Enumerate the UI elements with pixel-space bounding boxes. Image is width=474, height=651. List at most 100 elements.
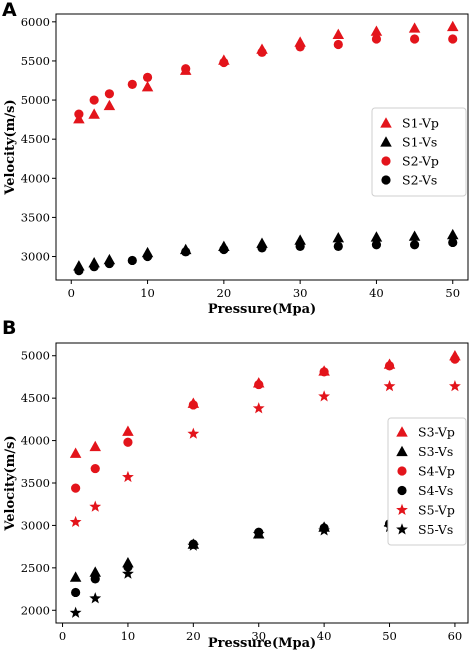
data-point — [89, 566, 101, 577]
data-point — [181, 64, 191, 74]
data-point — [104, 258, 115, 269]
legend-marker-s3-vp — [396, 426, 408, 437]
y-tick-label: 3500 — [21, 476, 50, 490]
data-point — [122, 470, 134, 483]
legend-marker-s4-vp — [397, 466, 407, 476]
data-point — [446, 20, 459, 32]
x-axis-label-b: Pressure(Mpa) — [208, 636, 316, 651]
data-point — [448, 237, 458, 248]
legend-a: S1-Vp S1-Vs S2-Vp S2-Vs — [371, 107, 467, 197]
data-point — [254, 379, 264, 390]
data-point — [89, 500, 102, 512]
legend-box — [371, 107, 467, 197]
legend-label: S3-Vp — [418, 425, 455, 440]
data-point — [69, 515, 82, 528]
legend-marker-s1-vs — [380, 136, 392, 147]
x-tick-label: 60 — [448, 629, 463, 643]
data-point — [252, 527, 265, 539]
data-point — [318, 390, 331, 402]
axis-ticks-a: 0 10 20 30 40 50 3000 3500 4000 4500 5000 5500 6000 — [21, 15, 460, 300]
legend-marker-s2-vs — [381, 175, 391, 185]
data-point — [319, 367, 329, 377]
data-point — [104, 89, 115, 99]
data-point — [69, 571, 82, 582]
data-point — [450, 354, 460, 364]
legend-marker-s5-vs — [396, 523, 408, 535]
data-point — [409, 240, 420, 250]
y-tick-label: 4000 — [21, 171, 50, 185]
data-point — [257, 47, 267, 57]
panel-a: A 0 10 20 30 40 50 3000 3500 4000 4500 5000 5500 600… — [2, 0, 469, 317]
data-point — [295, 42, 305, 52]
y-tick-label: 3000 — [21, 518, 50, 532]
data-point — [219, 57, 229, 68]
data-point — [333, 241, 343, 251]
legend-marker-s4-vs — [397, 485, 407, 496]
axis-ticks-b: 0 10 20 30 40 50 60 2000 2500 3000 3500 4000 4500 500… — [21, 349, 463, 643]
panel-b: B 0 10 20 30 40 50 60 2000 2500 3000 3500 4000 4500 5… — [2, 317, 469, 651]
series-s2-vp — [74, 34, 458, 119]
data-point — [89, 262, 99, 272]
x-tick-label: 0 — [68, 286, 75, 300]
y-tick-label: 5000 — [21, 93, 50, 107]
y-tick-label: 4500 — [21, 132, 50, 146]
legend-label: S1-Vs — [402, 135, 437, 150]
data-point — [252, 402, 265, 414]
data-point — [409, 34, 420, 44]
data-point — [88, 108, 100, 119]
data-point — [371, 240, 382, 250]
data-point — [89, 95, 99, 105]
x-tick-label: 30 — [293, 286, 308, 300]
x-tick-label: 40 — [317, 629, 332, 643]
data-point — [141, 81, 154, 92]
legend-b: S3-Vp S3-Vs S4-Vp S4-Vs S5-Vp S5-Vs — [387, 417, 467, 546]
legend-label: S5-Vp — [418, 503, 455, 518]
y-axis-label-a: Velocity(m/s) — [3, 99, 18, 195]
data-point — [383, 380, 396, 392]
series-s2-vs — [74, 237, 458, 276]
data-point — [74, 109, 84, 119]
data-point — [122, 425, 134, 436]
y-tick-label: 2500 — [21, 561, 50, 575]
legend-label: S5-Vs — [418, 522, 453, 537]
data-point — [74, 266, 84, 276]
x-tick-label: 40 — [369, 286, 384, 300]
data-point — [142, 72, 153, 82]
legend-marker-s5-vp — [396, 503, 408, 516]
x-tick-label: 10 — [140, 286, 155, 300]
x-tick-label: 50 — [445, 286, 460, 300]
data-point — [449, 380, 461, 392]
y-tick-label: 3500 — [21, 210, 50, 224]
legend-label: S2-Vp — [402, 154, 439, 169]
data-point — [384, 361, 395, 371]
panel-letter-a: A — [2, 0, 17, 21]
y-tick-label: 5000 — [21, 349, 50, 363]
legend-label: S2-Vs — [402, 173, 437, 188]
legend-marker-s1-vp — [380, 117, 392, 128]
data-point — [123, 562, 133, 572]
series-s4-vp — [71, 354, 460, 493]
y-tick-label: 4000 — [21, 434, 50, 448]
y-tick-label: 3000 — [21, 250, 50, 264]
data-point — [90, 463, 100, 474]
y-tick-label: 2000 — [21, 603, 50, 617]
data-point — [332, 28, 345, 39]
data-point — [89, 440, 101, 452]
data-point — [90, 574, 100, 584]
series-s5-vp — [69, 380, 461, 528]
x-tick-label: 20 — [186, 629, 201, 643]
data-point — [71, 587, 81, 598]
data-point — [370, 231, 383, 242]
legend-label: S4-Vs — [418, 483, 453, 498]
data-point — [318, 524, 331, 536]
data-point — [181, 247, 191, 257]
data-point — [448, 34, 458, 44]
x-tick-label: 50 — [382, 629, 397, 643]
data-marks-b — [69, 349, 461, 618]
data-point — [127, 79, 137, 90]
y-tick-label: 5500 — [21, 54, 50, 68]
data-point — [333, 39, 343, 50]
data-point — [370, 25, 383, 36]
data-point — [219, 244, 229, 255]
